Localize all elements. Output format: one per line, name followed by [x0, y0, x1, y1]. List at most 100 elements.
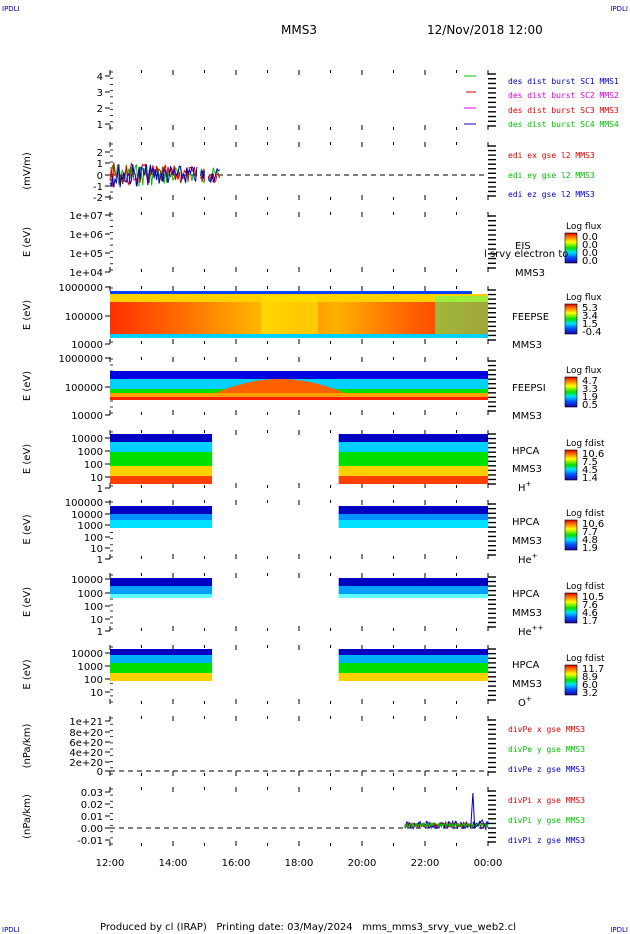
y-tick-label: 3	[97, 88, 103, 99]
y-tick-label: 1	[97, 555, 103, 566]
hpca-band-right	[338, 578, 488, 586]
colorbar-tick-label: 1.4	[582, 473, 598, 484]
hpca-band-left	[110, 520, 213, 528]
colorbar-tick-label: 3.4	[582, 311, 598, 322]
colorbar-tick-label: 0.0	[582, 248, 598, 259]
x-tick-label: 14:00	[159, 858, 188, 869]
legend-entry: edi ez gse l2 MMS3	[508, 190, 595, 199]
feepse-band-top	[110, 291, 472, 294]
y-tick-label: 1000	[78, 521, 103, 532]
colorbar	[564, 592, 578, 624]
y-tick-label: 100	[84, 602, 103, 613]
corner-label-bottom-right: IPDLI	[610, 926, 628, 934]
y-axis-label: E (eV)	[22, 444, 33, 474]
y-tick-label: 100	[84, 460, 103, 471]
hpca-band-right	[338, 663, 488, 673]
legend-entry: edi ey gse l2 MMS3	[508, 171, 595, 180]
hpca-band-right	[338, 466, 488, 476]
colorbar-tick-label: 1.9	[582, 543, 598, 554]
spacecraft-title: MMS3	[281, 23, 317, 37]
hpca-band-right	[338, 476, 488, 484]
hpca-band-left	[110, 442, 213, 452]
hpca-band-left	[110, 663, 213, 673]
colorbar-title: Log fdist	[566, 439, 605, 449]
feepse-band-low	[110, 334, 488, 338]
x-tick-label: 20:00	[348, 858, 377, 869]
feepse-hot	[261, 296, 318, 334]
y-axis-label: E (eV)	[22, 371, 33, 401]
legend-entry: des dist burst SC1 MMS1	[508, 77, 619, 86]
panel-divpi: (nPa/km) 0.030.020.010.00-0.01 divPi x gse…	[22, 787, 585, 847]
y-tick-label: 4e+20	[69, 748, 103, 759]
y-tick-label: 10000	[71, 434, 103, 445]
y-tick-label: 4	[97, 72, 103, 83]
overlap-label: l srvy electron to	[484, 249, 568, 260]
y-axis-label: (nPa/km)	[22, 724, 33, 769]
y-tick-label: 1	[97, 120, 103, 131]
instrument-label: FEEPSE	[512, 312, 549, 323]
colorbar-tick-label: 0.0	[582, 232, 598, 243]
colorbar-tick-label: 1.9	[582, 392, 598, 403]
colorbar-tick-label: 1.7	[582, 616, 598, 627]
y-tick-label: 100000	[65, 312, 103, 323]
feepsi-band-top	[110, 371, 488, 379]
hpca-band-left	[110, 506, 213, 514]
y-tick-label: -0.01	[77, 836, 103, 847]
y-tick-label: -1	[93, 182, 103, 193]
y-tick-label: 10000	[71, 340, 103, 351]
legend-entry: divPi y gse MMS3	[508, 816, 585, 825]
colorbar-title: Log flux	[566, 293, 602, 303]
divpi-spike	[470, 792, 487, 831]
panel-edi: (mV/m) 210-1-2 edi ex gse l2 MMS3 edi ey gs…	[22, 142, 595, 204]
legend-entry: des dist burst SC4 MMS4	[508, 120, 619, 129]
y-tick-label: 0.00	[81, 824, 103, 835]
spacecraft-label: MMS3	[512, 411, 542, 422]
colorbar	[564, 664, 578, 696]
legend-entry: des dist burst SC2 MMS2	[508, 91, 619, 100]
colorbar-title: Log fdist	[566, 509, 605, 519]
species-charge: ++	[532, 624, 544, 632]
instrument-label: HPCA	[512, 517, 540, 528]
y-axis-label: (nPa/km)	[22, 794, 33, 839]
legend-entry: divPi z gse MMS3	[508, 836, 585, 845]
species-label: O+	[518, 695, 532, 709]
hpca-band-left	[110, 434, 213, 442]
instrument-label: EIS	[515, 241, 531, 252]
y-tick-label: 0.02	[81, 800, 103, 811]
spacecraft-label: MMS3	[512, 536, 542, 547]
y-axis-label: E (eV)	[22, 300, 33, 330]
instrument-label: HPCA	[512, 589, 540, 600]
colorbar-tick-label: 4.8	[582, 535, 598, 546]
y-tick-label: 2	[97, 104, 103, 115]
panel-burst: 4 3 2 1 des dist burst SC1 MMS1 des dist burs…	[97, 70, 619, 131]
species-charge: +	[532, 552, 538, 560]
colorbar-tick-label: 7.6	[582, 600, 598, 611]
hpca-band-right	[338, 520, 488, 528]
y-tick-label: 1e+07	[69, 211, 103, 222]
legend-entry: divPe y gse MMS3	[508, 745, 585, 754]
y-tick-label: 10000	[71, 649, 103, 660]
colorbar-tick-label: 4.6	[582, 608, 598, 619]
species-label: H+	[518, 480, 532, 494]
colorbar-tick-label: 3.3	[582, 384, 598, 395]
y-tick-label: 1e+06	[69, 230, 103, 241]
hpca-band-right	[338, 506, 488, 514]
hpca-band-left	[110, 514, 213, 520]
y-axis-label: (mV/m)	[22, 152, 33, 190]
panel-hpca_h: E (eV) 10000 1000 100 101 Log fdist10.67.54.5…	[22, 430, 605, 495]
y-tick-label: 1	[97, 159, 103, 170]
colorbar-tick-label: 10.6	[582, 519, 604, 530]
hpca-band-right	[338, 655, 488, 663]
panels: 4 3 2 1 des dist burst SC1 MMS1 des dist burs…	[22, 70, 619, 869]
corner-label-top-right: IPDLI	[610, 5, 628, 13]
instrument-label: HPCA	[512, 660, 540, 671]
y-tick-label: 1e+21	[69, 717, 103, 728]
colorbar	[564, 449, 578, 481]
y-tick-label: 10	[90, 544, 103, 555]
y-tick-label: 0.01	[81, 812, 103, 823]
y-tick-label: 1000	[78, 447, 103, 458]
feepsi-hot	[215, 379, 345, 393]
